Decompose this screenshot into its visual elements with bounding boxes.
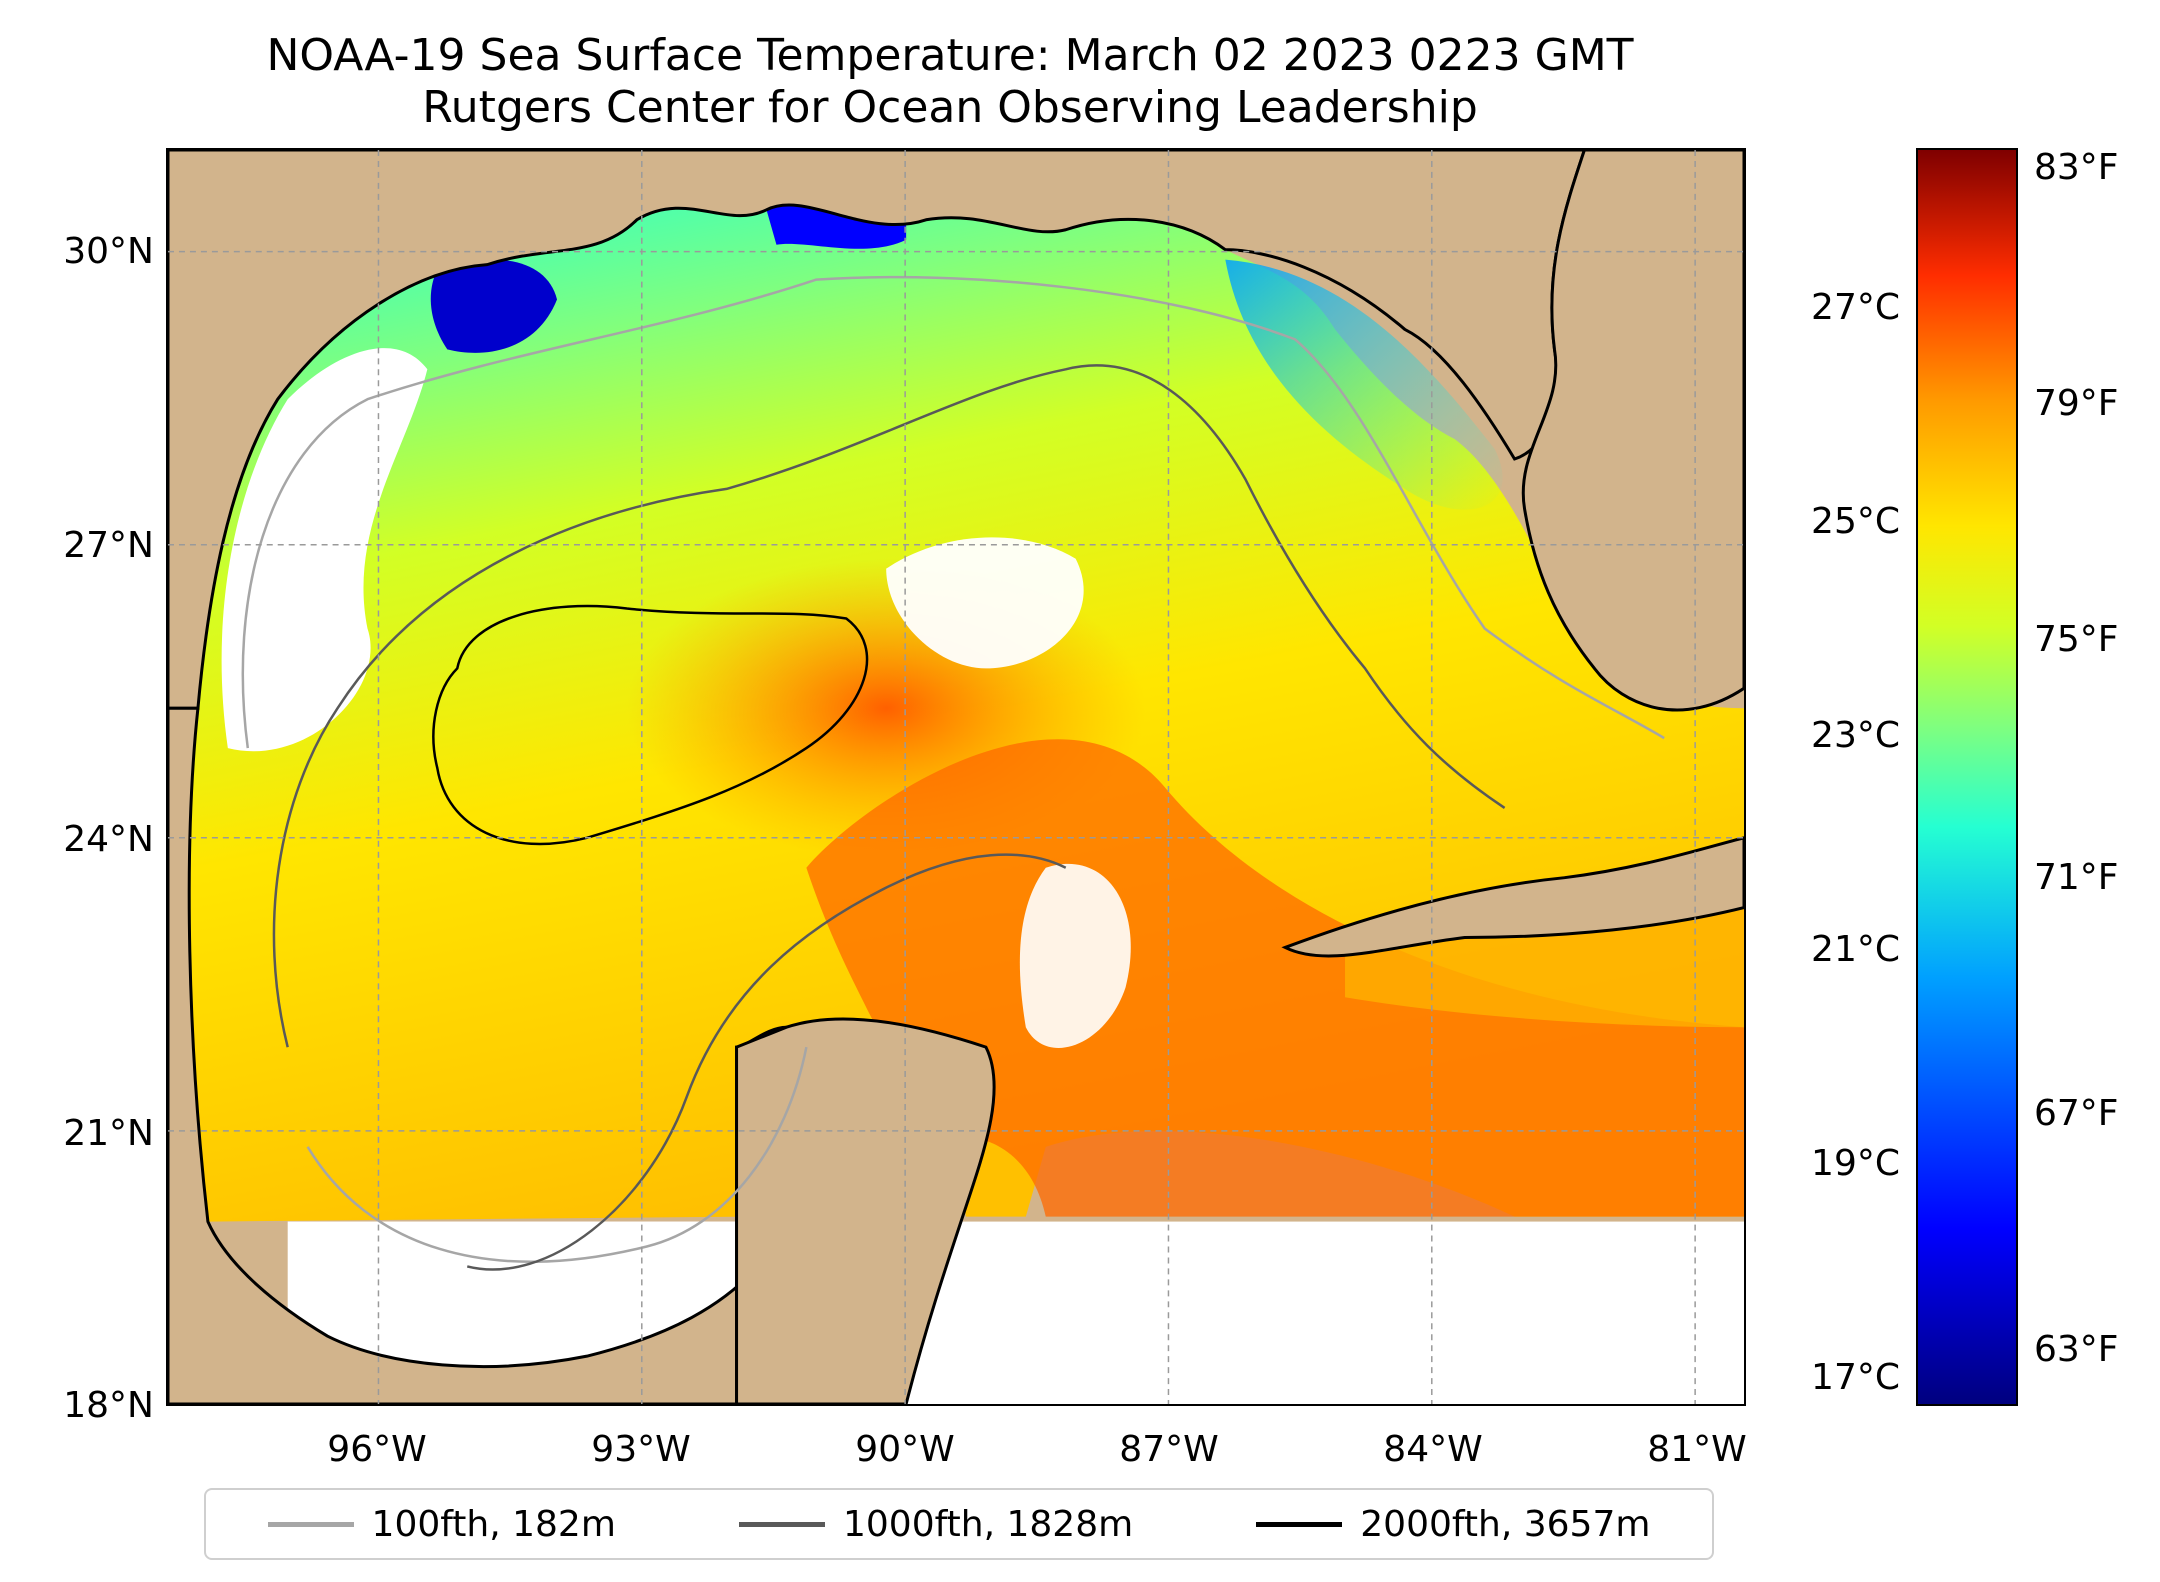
- land-north-us: [168, 150, 1744, 710]
- lat-label: 18°N: [63, 1385, 154, 1426]
- contour-100fth: [241, 275, 1665, 1263]
- lon-label: 93°W: [591, 1429, 691, 1470]
- land-cuba: [1281, 836, 1744, 958]
- cold-shelf-ne: [1225, 259, 1503, 510]
- land-florida: [1521, 150, 1744, 712]
- colorbar-celsius-label: 21°C: [1811, 929, 1900, 970]
- cold-patch-tx: [430, 259, 558, 353]
- colorbar-fahrenheit-label: 83°F: [2034, 147, 2119, 188]
- colorbar-celsius-label: 17°C: [1811, 1357, 1900, 1398]
- legend-item-2000fth: 2000fth, 3657m: [1256, 1504, 1650, 1545]
- graticule: [168, 150, 1744, 1404]
- sst-map: [166, 148, 1746, 1406]
- colorbar-fahrenheit-label: 67°F: [2034, 1093, 2119, 1134]
- land-yucatan: [735, 1017, 996, 1404]
- map-title: NOAA-19 Sea Surface Temperature: March 0…: [266, 30, 1634, 81]
- legend-line-icon: [267, 1521, 354, 1527]
- colorbar-celsius-label: 27°C: [1811, 287, 1900, 328]
- legend-item-1000fth: 1000fth, 1828m: [739, 1504, 1133, 1545]
- colorbar-fahrenheit-label: 79°F: [2034, 383, 2119, 424]
- map-subtitle: Rutgers Center for Ocean Observing Leade…: [422, 82, 1478, 133]
- lat-label: 27°N: [63, 525, 154, 566]
- legend-item-100fth: 100fth, 182m: [267, 1503, 616, 1545]
- lat-label: 24°N: [63, 819, 154, 860]
- colorbar-celsius-label: 25°C: [1811, 501, 1900, 542]
- legend-label: 1000fth, 1828m: [843, 1503, 1134, 1545]
- lon-label: 87°W: [1119, 1429, 1219, 1470]
- cloud-center: [886, 537, 1084, 669]
- lon-label: 90°W: [855, 1429, 955, 1470]
- lat-label: 30°N: [63, 231, 154, 272]
- temperature-colorbar: [1916, 148, 2018, 1406]
- contour-2000fth: [432, 604, 869, 846]
- colorbar-celsius-label: 23°C: [1811, 715, 1900, 756]
- lon-label: 96°W: [327, 1429, 427, 1470]
- lon-label: 84°W: [1383, 1429, 1483, 1470]
- legend-label: 100fth, 182m: [371, 1503, 616, 1545]
- lon-label: 81°W: [1647, 1429, 1747, 1470]
- contour-1000fth: [272, 364, 1506, 1271]
- contour-legend: 100fth, 182m 1000fth, 1828m 2000fth, 365…: [204, 1488, 1714, 1560]
- legend-line-icon: [739, 1521, 825, 1527]
- cloud-west: [221, 348, 428, 752]
- lat-label: 21°N: [63, 1113, 154, 1154]
- colorbar-fahrenheit-label: 75°F: [2034, 619, 2119, 660]
- cloud-yucatan: [1019, 863, 1131, 1048]
- legend-line-icon: [1256, 1521, 1343, 1527]
- legend-label: 2000fth, 3657m: [1360, 1503, 1651, 1545]
- colorbar-celsius-label: 19°C: [1811, 1143, 1900, 1184]
- cold-patch-la: [766, 204, 907, 249]
- sst-map-canvas: [168, 150, 1744, 1404]
- colorbar-fahrenheit-label: 71°F: [2034, 857, 2119, 898]
- colorbar-fahrenheit-label: 63°F: [2034, 1329, 2119, 1370]
